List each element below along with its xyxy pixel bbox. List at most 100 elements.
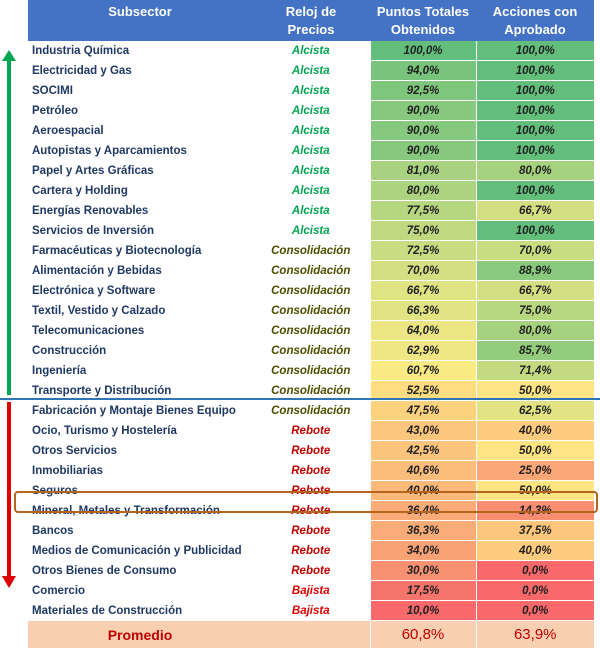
price-clock-signal: Rebote [252,561,370,581]
subsector-name: Ocio, Turismo y Hostelería [28,421,252,441]
price-clock-signal: Alcista [252,41,370,61]
puntos-value: 72,5% [370,241,476,261]
subsector-name: Construcción [28,341,252,361]
puntos-value: 10,0% [370,601,476,621]
subsector-name: Electrónica y Software [28,281,252,301]
price-clock-signal: Consolidación [252,261,370,281]
price-clock-signal: Consolidación [252,301,370,321]
acciones-value: 0,0% [476,601,594,621]
subsector-name: Textil, Vestido y Calzado [28,301,252,321]
acciones-value: 66,7% [476,201,594,221]
subsector-name: Ingeniería [28,361,252,381]
acciones-value: 100,0% [476,81,594,101]
price-clock-signal: Rebote [252,541,370,561]
puntos-value: 90,0% [370,121,476,141]
subsector-name: Bancos [28,521,252,541]
price-clock-signal: Rebote [252,461,370,481]
acciones-value: 80,0% [476,321,594,341]
acciones-value: 37,5% [476,521,594,541]
acciones-value: 62,5% [476,401,594,421]
puntos-value: 77,5% [370,201,476,221]
acciones-value: 100,0% [476,181,594,201]
acciones-value: 25,0% [476,461,594,481]
acciones-value: 70,0% [476,241,594,261]
acciones-value: 100,0% [476,221,594,241]
subsector-name: Servicios de Inversión [28,221,252,241]
subsector-name: Otros Servicios [28,441,252,461]
header-subsector: Subsector [28,0,252,41]
price-clock-signal: Alcista [252,121,370,141]
puntos-value: 66,7% [370,281,476,301]
puntos-value: 66,3% [370,301,476,321]
acciones-value: 0,0% [476,561,594,581]
price-clock-signal: Alcista [252,161,370,181]
price-clock-signal: Rebote [252,441,370,461]
average-label: Promedio [28,621,252,648]
subsector-name: Cartera y Holding [28,181,252,201]
section-divider [0,398,600,400]
subsector-name: Otros Bienes de Consumo [28,561,252,581]
average-acciones: 63,9% [476,621,594,648]
acciones-value: 80,0% [476,161,594,181]
price-clock-signal: Consolidación [252,401,370,421]
puntos-value: 43,0% [370,421,476,441]
bancos-highlight-box [14,491,598,513]
subsector-name: Comercio [28,581,252,601]
price-clock-signal: Consolidación [252,281,370,301]
subsector-name: SOCIMI [28,81,252,101]
price-clock-signal: Alcista [252,221,370,241]
acciones-value: 100,0% [476,41,594,61]
subsector-name: Energías Renovables [28,201,252,221]
subsector-name: Farmacéuticas y Biotecnología [28,241,252,261]
subsector-name: Industria Química [28,41,252,61]
puntos-value: 30,0% [370,561,476,581]
price-clock-signal: Alcista [252,101,370,121]
acciones-value: 40,0% [476,421,594,441]
acciones-value: 75,0% [476,301,594,321]
price-clock-signal: Alcista [252,201,370,221]
puntos-value: 81,0% [370,161,476,181]
puntos-value: 75,0% [370,221,476,241]
subsector-name: Papel y Artes Gráficas [28,161,252,181]
puntos-value: 90,0% [370,141,476,161]
price-clock-signal: Consolidación [252,241,370,261]
subsector-name: Electricidad y Gas [28,61,252,81]
puntos-value: 17,5% [370,581,476,601]
average-row: Promedio 60,8% 63,9% [28,621,594,648]
puntos-value: 60,7% [370,361,476,381]
puntos-value: 40,6% [370,461,476,481]
acciones-value: 71,4% [476,361,594,381]
puntos-value: 42,5% [370,441,476,461]
puntos-value: 92,5% [370,81,476,101]
price-clock-signal: Consolidación [252,361,370,381]
acciones-value: 100,0% [476,141,594,161]
subsector-name: Telecomunicaciones [28,321,252,341]
puntos-value: 80,0% [370,181,476,201]
subsector-name: Petróleo [28,101,252,121]
price-clock-signal: Consolidación [252,341,370,361]
price-clock-signal: Alcista [252,181,370,201]
puntos-value: 36,3% [370,521,476,541]
